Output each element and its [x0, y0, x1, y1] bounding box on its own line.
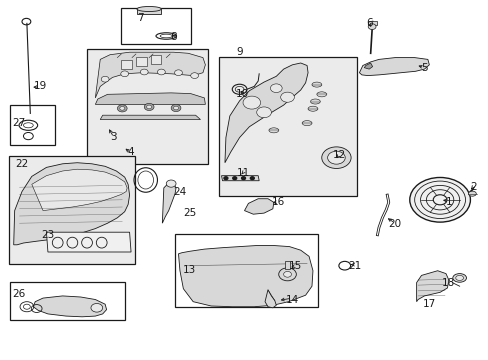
Bar: [9, 156, 135, 264]
Bar: [284, 261, 290, 269]
Text: 17: 17: [422, 299, 435, 309]
Polygon shape: [137, 9, 161, 14]
Ellipse shape: [455, 275, 463, 280]
Ellipse shape: [137, 6, 161, 12]
Ellipse shape: [307, 106, 317, 111]
Text: 22: 22: [15, 159, 29, 169]
Bar: [150, 55, 161, 64]
Circle shape: [174, 70, 182, 76]
Circle shape: [173, 106, 178, 110]
Polygon shape: [100, 115, 200, 120]
Circle shape: [278, 268, 296, 281]
Text: 24: 24: [173, 186, 186, 197]
Bar: [136, 57, 146, 66]
Circle shape: [283, 271, 291, 277]
Polygon shape: [244, 199, 273, 214]
Ellipse shape: [268, 128, 278, 133]
Bar: [87, 49, 208, 164]
Text: 1: 1: [445, 197, 451, 207]
Text: 6: 6: [365, 18, 372, 28]
Bar: [219, 57, 356, 196]
Bar: [121, 60, 132, 69]
Circle shape: [190, 73, 198, 78]
Circle shape: [146, 105, 151, 109]
Polygon shape: [416, 271, 448, 302]
Circle shape: [140, 69, 148, 75]
Circle shape: [280, 92, 294, 102]
Circle shape: [101, 76, 109, 82]
Bar: [10, 282, 124, 320]
Polygon shape: [264, 290, 276, 308]
Text: 26: 26: [12, 289, 25, 300]
Text: 8: 8: [170, 32, 177, 42]
Circle shape: [250, 177, 254, 180]
Circle shape: [91, 303, 102, 312]
Polygon shape: [33, 296, 106, 317]
Circle shape: [117, 105, 127, 112]
Polygon shape: [178, 246, 312, 307]
Text: 15: 15: [288, 261, 302, 271]
Circle shape: [121, 71, 128, 77]
Circle shape: [270, 84, 282, 93]
Circle shape: [224, 177, 227, 180]
Polygon shape: [95, 52, 205, 98]
Ellipse shape: [302, 121, 311, 126]
Circle shape: [144, 103, 154, 111]
Text: 25: 25: [183, 208, 196, 218]
Ellipse shape: [310, 99, 320, 104]
Text: 4: 4: [127, 147, 134, 157]
Circle shape: [256, 107, 271, 118]
Text: 23: 23: [41, 230, 55, 240]
Text: 14: 14: [285, 294, 299, 305]
Bar: [121, 8, 190, 44]
Polygon shape: [95, 93, 205, 104]
Text: 7: 7: [137, 13, 144, 23]
Text: 13: 13: [183, 265, 196, 275]
Circle shape: [243, 96, 260, 109]
Polygon shape: [32, 169, 127, 211]
Text: 9: 9: [236, 47, 243, 57]
Ellipse shape: [452, 274, 466, 282]
Polygon shape: [221, 176, 259, 181]
Text: 21: 21: [347, 261, 361, 271]
Circle shape: [171, 104, 181, 112]
Text: 11: 11: [236, 168, 250, 178]
Text: 3: 3: [110, 132, 117, 142]
Circle shape: [327, 151, 345, 164]
Circle shape: [367, 24, 375, 30]
Bar: [175, 234, 317, 307]
Bar: [367, 21, 376, 25]
Polygon shape: [162, 183, 176, 223]
Text: 20: 20: [388, 219, 401, 229]
Text: 18: 18: [441, 278, 455, 288]
Text: 5: 5: [420, 63, 427, 73]
Text: 12: 12: [332, 150, 346, 160]
Polygon shape: [46, 232, 131, 252]
Polygon shape: [364, 63, 372, 69]
Text: 16: 16: [271, 197, 285, 207]
Polygon shape: [359, 58, 428, 76]
Ellipse shape: [316, 92, 326, 97]
Circle shape: [410, 178, 468, 221]
Circle shape: [157, 69, 165, 75]
Text: 19: 19: [33, 81, 47, 91]
Text: 2: 2: [469, 182, 476, 192]
Circle shape: [120, 107, 124, 110]
Text: 10: 10: [235, 89, 248, 99]
Circle shape: [232, 177, 236, 180]
Circle shape: [166, 180, 176, 187]
Bar: [10, 105, 55, 145]
Polygon shape: [224, 63, 307, 163]
Polygon shape: [14, 163, 129, 245]
Ellipse shape: [468, 191, 475, 196]
Circle shape: [321, 147, 350, 168]
Ellipse shape: [311, 82, 321, 87]
Circle shape: [241, 177, 245, 180]
Text: 27: 27: [12, 118, 25, 128]
